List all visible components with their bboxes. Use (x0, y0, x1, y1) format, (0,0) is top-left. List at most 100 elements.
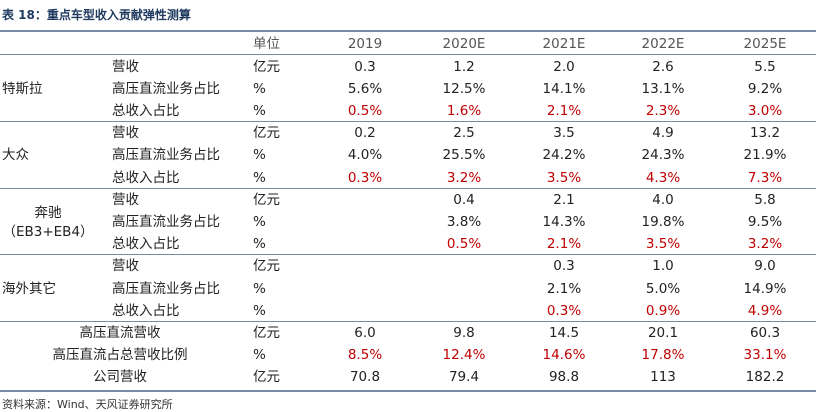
row-value: 3.5% (546, 169, 582, 186)
group-label: 海外其它 (2, 280, 56, 297)
row-separator (0, 320, 816, 322)
row-value: 14.3% (542, 213, 586, 230)
row-value: 1.2 (453, 58, 475, 75)
row-separator (0, 254, 816, 256)
row-value: 0.9% (645, 302, 681, 319)
summary-unit: 亿元 (253, 369, 280, 386)
row-value: 4.0 (652, 191, 674, 208)
row-label: 高压直流业务占比 (112, 280, 220, 297)
row-value: 25.5% (442, 147, 486, 164)
summary-value: 98.8 (548, 369, 580, 386)
header-year: 2022E (641, 36, 685, 52)
row-value: 2.3% (645, 102, 681, 119)
row-separator (0, 54, 816, 55)
group-sublabel: （EB3+EB4） (2, 223, 94, 240)
summary-unit: % (253, 347, 266, 364)
row-unit: % (253, 302, 266, 319)
summary-value: 14.6% (542, 347, 586, 364)
summary-value: 182.2 (745, 369, 785, 386)
row-value: 5.5 (754, 58, 776, 75)
row-value: 2.6 (652, 58, 674, 75)
row-value: 2.1% (546, 280, 582, 297)
summary-value: 60.3 (749, 324, 781, 341)
header-year: 2021E (542, 36, 586, 52)
header-unit: 单位 (253, 36, 280, 52)
summary-value: 12.4% (442, 347, 486, 364)
row-label: 营收 (112, 258, 139, 275)
row-value: 3.5% (645, 236, 681, 253)
row-unit: 亿元 (253, 191, 280, 208)
table-title: 表 18：重点车型收入贡献弹性测算 (2, 8, 191, 22)
row-value: 0.3% (347, 169, 383, 186)
row-value: 2.0 (553, 58, 575, 75)
row-separator (0, 187, 816, 189)
row-label: 营收 (112, 191, 139, 208)
row-label: 营收 (112, 58, 139, 75)
row-label: 营收 (112, 125, 139, 142)
row-value: 4.9% (747, 302, 783, 319)
row-label: 总收入占比 (112, 102, 180, 119)
row-unit: 亿元 (253, 125, 280, 142)
header-year: 2019 (347, 36, 383, 52)
row-value: 5.0% (645, 280, 681, 297)
row-value: 2.1% (546, 236, 582, 253)
row-value: 14.9% (743, 280, 787, 297)
row-value: 3.0% (747, 102, 783, 119)
row-unit: % (253, 102, 266, 119)
group-label: 大众 (2, 147, 29, 164)
summary-label: 高压直流营收 (79, 324, 161, 341)
row-value: 2.1% (546, 102, 582, 119)
row-value: 4.3% (645, 169, 681, 186)
row-value: 3.2% (446, 169, 482, 186)
summary-value: 8.5% (347, 347, 383, 364)
row-value: 9.0 (754, 258, 776, 275)
row-label: 总收入占比 (112, 302, 180, 319)
row-unit: % (253, 280, 266, 297)
row-value: 7.3% (747, 169, 783, 186)
row-value: 0.5% (446, 236, 482, 253)
row-separator (0, 121, 816, 123)
summary-value: 17.8% (641, 347, 685, 364)
row-value: 13.1% (641, 80, 685, 97)
row-value: 0.4 (453, 191, 475, 208)
summary-value: 33.1% (743, 347, 787, 364)
row-value: 21.9% (743, 147, 787, 164)
row-unit: 亿元 (253, 258, 280, 275)
group-label: 奔驰 (34, 204, 62, 221)
row-value: 3.2% (747, 236, 783, 253)
row-value: 24.3% (641, 147, 685, 164)
row-value: 2.5 (453, 125, 475, 142)
summary-value: 14.5 (548, 324, 580, 341)
summary-value: 9.8 (453, 324, 475, 341)
row-value: 0.3 (553, 258, 575, 275)
header-year: 2020E (442, 36, 486, 52)
summary-value: 113 (650, 369, 676, 386)
row-label: 高压直流业务占比 (112, 213, 220, 230)
row-value: 4.9 (652, 125, 674, 142)
row-value: 0.3 (354, 58, 376, 75)
row-label: 高压直流业务占比 (112, 147, 220, 164)
row-value: 0.5% (347, 102, 383, 119)
row-value: 9.2% (747, 80, 783, 97)
row-value: 0.2 (354, 125, 376, 142)
row-value: 24.2% (542, 147, 586, 164)
row-unit: % (253, 147, 266, 164)
row-value: 5.8 (754, 191, 776, 208)
group-label: 特斯拉 (2, 80, 43, 97)
summary-label: 高压直流占总营收比例 (52, 347, 188, 364)
row-unit: % (253, 236, 266, 253)
row-value: 5.6% (347, 80, 383, 97)
row-value: 4.0% (347, 147, 383, 164)
summary-value: 6.0 (354, 324, 376, 341)
row-label: 总收入占比 (112, 236, 180, 253)
summary-unit: 亿元 (253, 324, 280, 341)
row-unit: % (253, 213, 266, 230)
row-label: 总收入占比 (112, 169, 180, 186)
row-value: 14.1% (542, 80, 586, 97)
row-value: 12.5% (442, 80, 486, 97)
summary-label: 公司营收 (93, 369, 147, 386)
summary-value: 79.4 (448, 369, 480, 386)
summary-value: 20.1 (647, 324, 679, 341)
row-value: 0.3% (546, 302, 582, 319)
row-value: 1.6% (446, 102, 482, 119)
